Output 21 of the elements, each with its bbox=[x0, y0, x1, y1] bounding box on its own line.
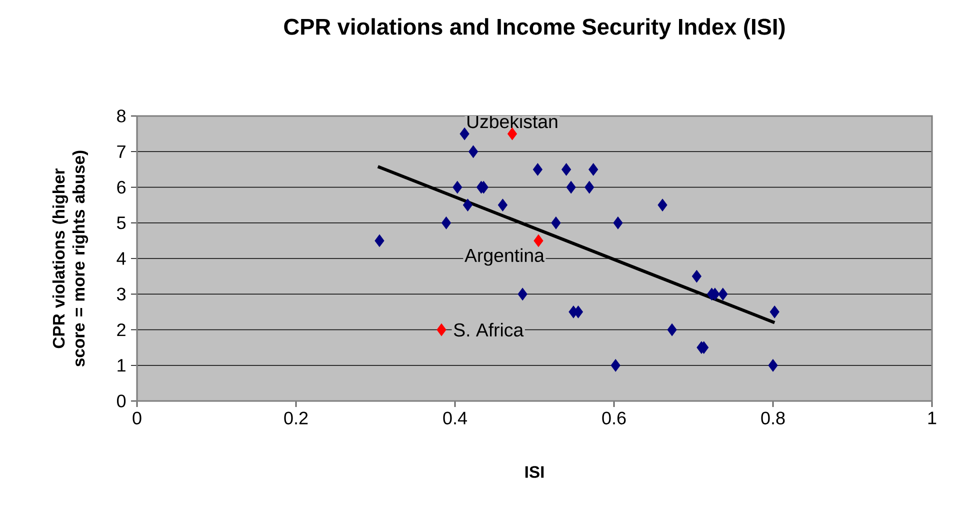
x-tick-label: 0.4 bbox=[443, 412, 467, 424]
x-tick-label: 1 bbox=[928, 412, 936, 424]
y-tick-label: 8 bbox=[117, 110, 126, 122]
x-axis-title: ISI bbox=[525, 466, 544, 478]
annotation: Uzbekistan bbox=[468, 114, 558, 128]
annotation: Argentina bbox=[464, 248, 544, 266]
x-tick-label: 0.8 bbox=[761, 412, 785, 424]
y-tick-label: 2 bbox=[117, 323, 126, 336]
y-tick-label: 3 bbox=[116, 288, 126, 300]
annotation: S. Africa bbox=[454, 322, 524, 337]
y-tick-label: 1 bbox=[118, 359, 126, 372]
x-tick-label: 0.6 bbox=[602, 412, 626, 424]
y-axis-title: CPR violations (higher score = more rights abuse) bbox=[52, 150, 88, 367]
y-tick-label: 0 bbox=[117, 394, 126, 408]
chart-title: CPR violations and Income Security Index (ISI) bbox=[284, 18, 785, 40]
y-tick-label: 5 bbox=[117, 216, 126, 230]
x-tick-label: 0.2 bbox=[284, 412, 308, 424]
y-tick-label: 6 bbox=[117, 180, 126, 194]
y-tick-label: 7 bbox=[117, 145, 126, 158]
y-tick-label: 4 bbox=[116, 252, 126, 265]
x-tick-label: 0 bbox=[132, 412, 142, 424]
